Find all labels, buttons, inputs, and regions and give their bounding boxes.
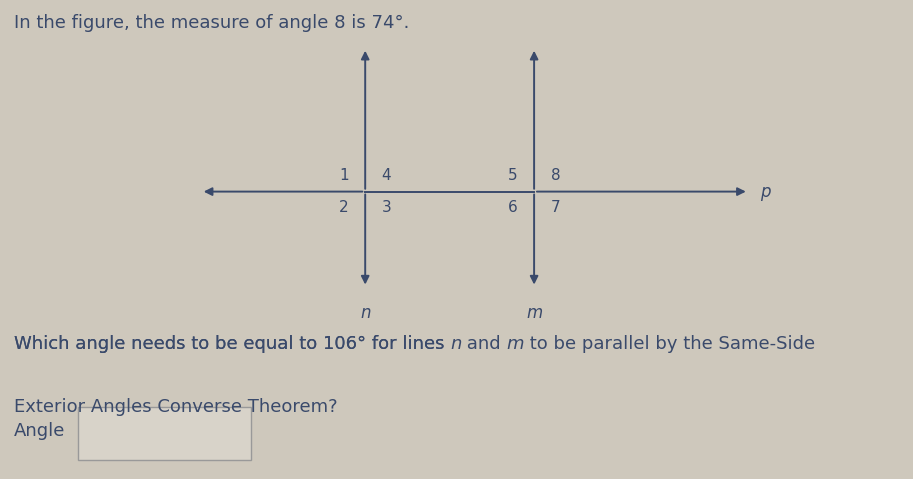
Text: 8: 8	[551, 168, 561, 183]
Text: 1: 1	[339, 168, 349, 183]
Text: 4: 4	[382, 168, 392, 183]
Text: 7: 7	[551, 200, 561, 215]
Text: 5: 5	[508, 168, 518, 183]
FancyBboxPatch shape	[78, 407, 251, 460]
Text: 3: 3	[382, 200, 392, 215]
Text: n: n	[360, 304, 371, 322]
Text: to be parallel by the Same-Side: to be parallel by the Same-Side	[524, 335, 815, 354]
Text: m: m	[526, 304, 542, 322]
Text: 6: 6	[508, 200, 518, 215]
Text: n: n	[450, 335, 461, 354]
Text: and: and	[461, 335, 507, 354]
Text: Which angle needs to be equal to 106° for lines: Which angle needs to be equal to 106° fo…	[14, 335, 450, 354]
Text: 2: 2	[339, 200, 349, 215]
Text: m: m	[507, 335, 524, 354]
Text: Exterior Angles Converse Theorem?: Exterior Angles Converse Theorem?	[14, 398, 337, 416]
Text: p: p	[760, 182, 771, 201]
Text: Angle: Angle	[14, 422, 65, 440]
Text: Which angle needs to be equal to 106° for lines: Which angle needs to be equal to 106° fo…	[14, 335, 450, 354]
Text: In the figure, the measure of angle 8 is 74°.: In the figure, the measure of angle 8 is…	[14, 14, 409, 33]
